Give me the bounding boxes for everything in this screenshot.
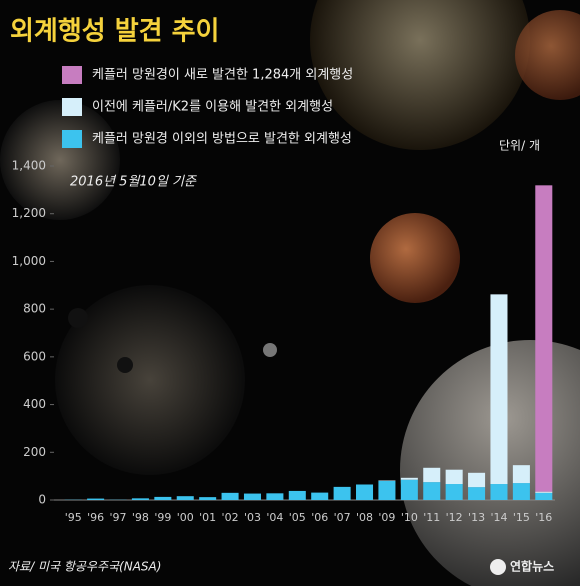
- x-tick-label: '07: [334, 511, 351, 524]
- y-tick-label: 1,400: [12, 159, 46, 173]
- y-tick-label: 200: [23, 445, 46, 459]
- x-tick-label: '13: [468, 511, 485, 524]
- bar-segment: [87, 498, 105, 500]
- bar-segment: [311, 492, 329, 500]
- x-tick-label: '04: [266, 511, 283, 524]
- bar-segment: [535, 185, 553, 492]
- bar-segment: [445, 469, 463, 485]
- planet: [515, 10, 580, 100]
- bar-segment: [535, 492, 553, 500]
- planet: [117, 357, 133, 373]
- bar-segment: [512, 483, 530, 500]
- bar-segment: [154, 496, 172, 500]
- bar-segment: [400, 479, 418, 500]
- chart-title: 외계행성 발견 추이: [10, 17, 219, 47]
- bar-segment: [356, 484, 374, 500]
- bar-segment: [423, 467, 441, 483]
- planet: [263, 343, 277, 357]
- bar-segment: [490, 484, 508, 500]
- x-tick-label: '06: [311, 511, 328, 524]
- annotation: 2016년 5월10일 기준: [70, 175, 197, 190]
- x-tick-label: '15: [513, 511, 530, 524]
- x-tick-label: '16: [535, 511, 552, 524]
- x-tick-label: '98: [132, 511, 149, 524]
- y-tick-label: 400: [23, 397, 46, 411]
- x-tick-label: '03: [244, 511, 261, 524]
- logo: 연합뉴스: [510, 559, 554, 574]
- logo-icon: [490, 559, 506, 575]
- legend-swatch: [62, 66, 82, 84]
- legend-label: 케플러 망원경이 새로 발견한 1,284개 외계행성: [92, 67, 353, 83]
- bar-segment: [400, 477, 418, 480]
- y-tick-label: 600: [23, 349, 46, 363]
- legend-label: 이전에 케플러/K2를 이용해 발견한 외계행성: [92, 99, 333, 115]
- bar-segment: [176, 496, 194, 500]
- planet: [310, 0, 530, 150]
- x-tick-label: '00: [177, 511, 194, 524]
- bar-segment: [378, 480, 396, 500]
- star: [55, 285, 245, 475]
- x-tick-label: '99: [154, 511, 171, 524]
- bar-segment: [288, 490, 306, 500]
- x-tick-label: '95: [65, 511, 82, 524]
- x-tick-label: '01: [199, 511, 216, 524]
- bar-segment: [199, 497, 217, 500]
- y-tick-label: 0: [38, 493, 46, 507]
- bar-segment: [468, 472, 486, 488]
- bar-segment: [445, 484, 463, 500]
- x-tick-label: '10: [401, 511, 418, 524]
- x-tick-label: '02: [222, 511, 239, 524]
- unit-label: 단위/ 개: [499, 139, 540, 153]
- legend-swatch: [62, 130, 82, 148]
- x-tick-label: '09: [378, 511, 395, 524]
- planet: [400, 340, 580, 586]
- legend-swatch: [62, 98, 82, 116]
- planet: [0, 100, 120, 220]
- planet: [370, 213, 460, 303]
- bar-segment: [423, 482, 441, 500]
- legend-label: 케플러 망원경 이외의 방법으로 발견한 외계행성: [92, 131, 352, 147]
- x-tick-label: '08: [356, 511, 373, 524]
- bar-segment: [512, 465, 530, 484]
- x-tick-label: '11: [423, 511, 440, 524]
- bar-segment: [333, 486, 351, 500]
- x-tick-label: '96: [87, 511, 104, 524]
- bar-segment: [131, 498, 149, 500]
- bar-segment: [490, 294, 508, 485]
- x-tick-label: '12: [446, 511, 463, 524]
- bar-segment: [243, 493, 261, 500]
- source: 자료/ 미국 항공우주국(NASA): [8, 560, 161, 574]
- planet: [68, 308, 88, 328]
- y-tick-label: 1,200: [12, 206, 46, 220]
- bar-segment: [535, 491, 553, 493]
- bar-segment: [468, 487, 486, 500]
- x-tick-label: '05: [289, 511, 306, 524]
- x-tick-label: '14: [490, 511, 507, 524]
- y-tick-label: 800: [23, 302, 46, 316]
- y-tick-label: 1,000: [12, 254, 46, 268]
- bar-segment: [221, 492, 239, 500]
- x-tick-label: '97: [110, 511, 127, 524]
- bar-segment: [266, 493, 284, 500]
